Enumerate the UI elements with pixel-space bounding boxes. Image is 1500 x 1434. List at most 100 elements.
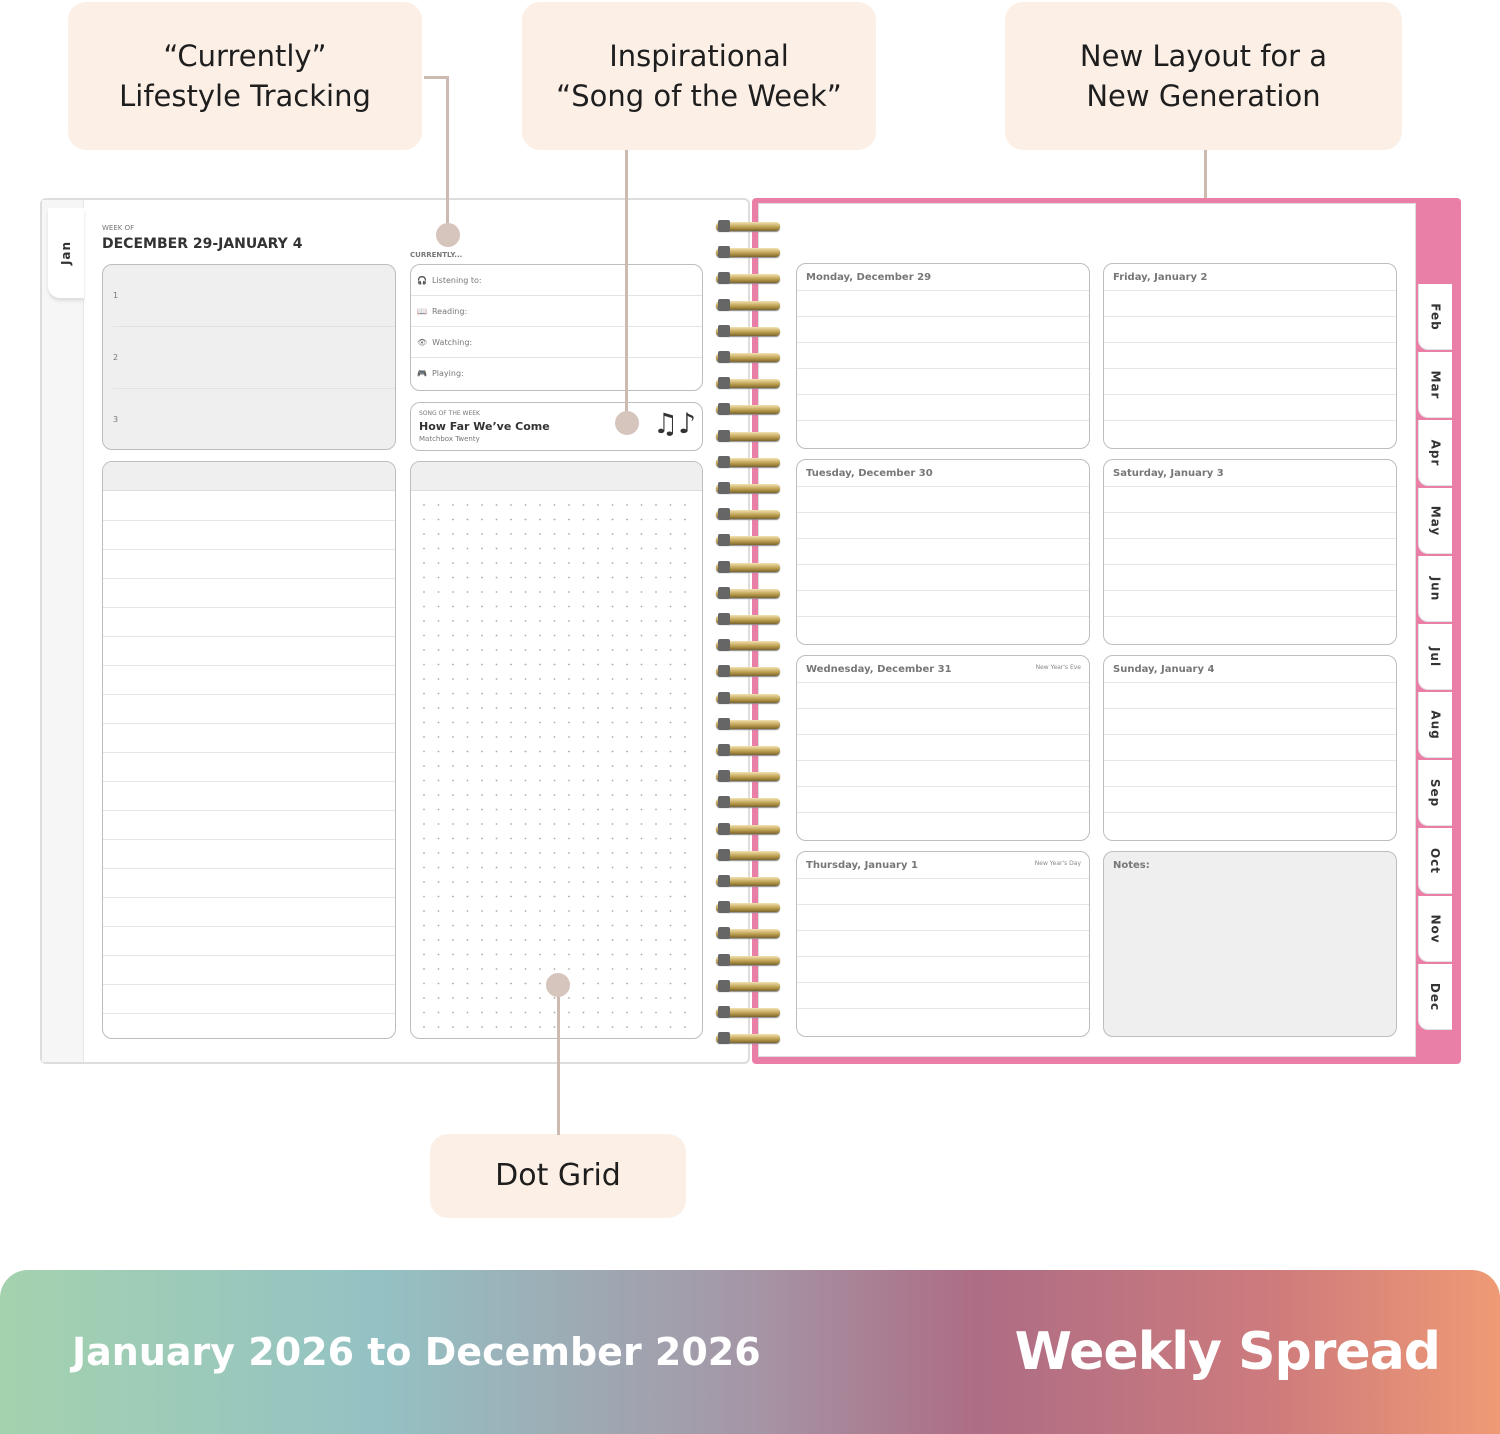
grid-dot (582, 968, 585, 970)
writing-line (1104, 590, 1396, 591)
priority-2[interactable]: 2 (113, 327, 395, 389)
grid-dot (524, 953, 527, 956)
grid-dot (669, 692, 672, 695)
day-box[interactable]: Friday, January 2 (1103, 263, 1397, 449)
grid-dot (524, 794, 527, 796)
currently-playing[interactable]: 🎮 Playing: (411, 358, 702, 389)
tab-feb[interactable]: Feb (1418, 284, 1452, 350)
tab-label: Jun (1428, 576, 1443, 601)
grid-dot (466, 649, 469, 651)
grid-dot (437, 924, 440, 927)
grid-dot (684, 518, 686, 521)
day-box[interactable]: Wednesday, December 31 New Year's Eve (796, 655, 1090, 841)
grid-dot (452, 982, 454, 985)
grid-dot (568, 736, 570, 738)
grid-dot (553, 779, 556, 782)
grid-dot (466, 866, 469, 869)
priority-1[interactable]: 1 (113, 265, 395, 327)
tab-oct[interactable]: Oct (1418, 828, 1452, 894)
tab-jan[interactable]: Jan (48, 208, 84, 298)
grid-dot (481, 808, 483, 811)
writing-line (1104, 616, 1396, 617)
writing-line (797, 512, 1089, 513)
grid-dot (423, 982, 425, 985)
grid-dot (582, 736, 585, 738)
writing-line (103, 955, 395, 956)
grid-dot (640, 939, 643, 941)
grid-dot (495, 982, 498, 985)
grid-dot (597, 504, 599, 506)
tab-jun[interactable]: Jun (1418, 556, 1452, 622)
tab-may[interactable]: May (1418, 488, 1452, 554)
day-box[interactable]: Sunday, January 4 (1103, 655, 1397, 841)
grid-dot (510, 939, 512, 941)
tab-mar[interactable]: Mar (1418, 352, 1452, 418)
grid-dot (597, 707, 599, 709)
grid-dot (626, 678, 628, 680)
grid-dot (568, 663, 570, 666)
music-notes-icon: ♫♪ (653, 407, 696, 440)
grid-dot (481, 939, 483, 941)
currently-watching[interactable]: 👁 Watching: (411, 327, 702, 358)
callout-dot-song (615, 411, 639, 435)
tab-label: Aug (1428, 709, 1443, 740)
spiral-ring (716, 796, 780, 809)
grid-dot (669, 634, 672, 637)
tab-apr[interactable]: Apr (1418, 420, 1452, 486)
grid-dot (684, 881, 686, 883)
day-box[interactable]: Thursday, January 1 New Year's Day (796, 851, 1090, 1037)
grid-dot (481, 837, 483, 840)
grid-dot (481, 576, 483, 579)
grid-dot (539, 518, 541, 521)
priorities-box: 1 2 3 (102, 264, 396, 450)
grid-dot (539, 750, 541, 753)
lined-notes-box[interactable] (102, 461, 396, 1039)
grid-dot (626, 707, 628, 709)
grid-dot (452, 678, 454, 680)
grid-dot (481, 605, 483, 608)
banner-title: Weekly Spread (1014, 1322, 1441, 1382)
grid-dot (640, 605, 643, 608)
dot-grid-box[interactable] (410, 461, 703, 1039)
grid-dot (524, 605, 527, 608)
grid-dot (626, 881, 628, 883)
day-box[interactable]: Monday, December 29 (796, 263, 1090, 449)
grid-dot (568, 895, 570, 898)
tab-jul[interactable]: Jul (1418, 624, 1452, 690)
grid-dot (597, 866, 599, 869)
tab-aug[interactable]: Aug (1418, 692, 1452, 758)
grid-dot (655, 982, 657, 985)
grid-dot (481, 895, 483, 898)
grid-dot (582, 866, 585, 869)
grid-dot (626, 910, 628, 912)
tab-sep[interactable]: Sep (1418, 760, 1452, 826)
grid-dot (640, 881, 643, 883)
currently-listening[interactable]: 🎧 Listening to: (411, 265, 702, 296)
grid-dot (582, 823, 585, 825)
tab-dec[interactable]: Dec (1418, 964, 1452, 1030)
grid-dot (510, 605, 512, 608)
currently-reading[interactable]: 📖 Reading: (411, 296, 702, 327)
notes-box[interactable]: Notes: (1103, 851, 1397, 1037)
grid-dot (553, 533, 556, 535)
grid-dot (481, 794, 483, 796)
day-box[interactable]: Saturday, January 3 (1103, 459, 1397, 645)
grid-dot (568, 750, 570, 753)
day-box[interactable]: Tuesday, December 30 (796, 459, 1090, 645)
tab-nov[interactable]: Nov (1418, 896, 1452, 962)
grid-dot (611, 518, 614, 521)
grid-dot (437, 866, 440, 869)
grid-dot (437, 852, 440, 854)
grid-dot (611, 504, 614, 506)
writing-line (797, 956, 1089, 957)
grid-dot (597, 924, 599, 927)
priority-3[interactable]: 3 (113, 415, 119, 424)
grid-dot (510, 997, 512, 999)
grid-dot (582, 779, 585, 782)
spiral-ring (716, 1032, 780, 1045)
spiral-ring (716, 848, 780, 861)
grid-dot (684, 634, 686, 637)
grid-dot (437, 663, 440, 666)
grid-dot (452, 794, 454, 796)
grid-dot (684, 765, 686, 767)
